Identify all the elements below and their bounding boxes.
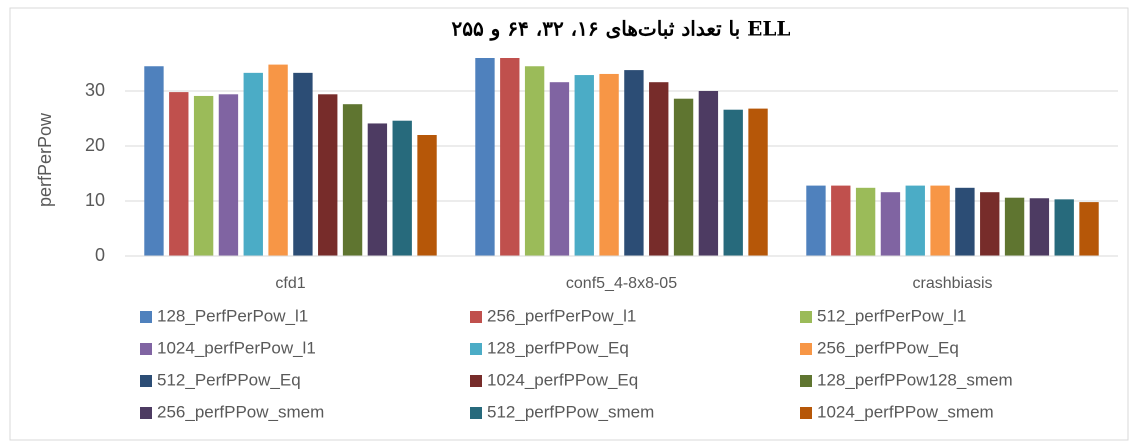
bar bbox=[367, 123, 388, 256]
bar bbox=[1079, 202, 1099, 256]
y-axis-label: perfPerPow bbox=[35, 112, 55, 207]
bar bbox=[723, 109, 743, 256]
bar bbox=[748, 108, 768, 256]
bar bbox=[831, 185, 851, 256]
legend-swatch bbox=[140, 375, 152, 387]
x-tick-label: conf5_4-8x8-05 bbox=[566, 275, 677, 292]
bar bbox=[599, 73, 619, 256]
bar bbox=[549, 82, 570, 256]
bar bbox=[930, 185, 950, 256]
y-tick-label: 30 bbox=[85, 80, 105, 100]
legend-label: 1024_perfPPow_Eq bbox=[487, 370, 638, 389]
bar bbox=[475, 58, 495, 256]
legend-label: 128_PerfPerPow_l1 bbox=[157, 306, 308, 325]
bar bbox=[342, 104, 363, 256]
legend-swatch bbox=[800, 311, 812, 323]
legend-swatch bbox=[140, 407, 152, 419]
y-tick-label: 10 bbox=[85, 190, 105, 210]
legend-label: 1024_perfPPow_smem bbox=[817, 402, 994, 421]
bar bbox=[624, 70, 644, 256]
legend-swatch bbox=[470, 343, 482, 355]
bar bbox=[855, 187, 876, 256]
bar bbox=[673, 98, 694, 256]
bar bbox=[293, 72, 313, 256]
bar bbox=[169, 92, 189, 256]
legend-label: 256_perfPPow_smem bbox=[157, 402, 324, 421]
y-tick-label: 0 bbox=[95, 245, 105, 265]
bar bbox=[193, 95, 214, 256]
y-tick-label: 20 bbox=[85, 135, 105, 155]
bar bbox=[880, 192, 901, 256]
legend-label: 128_perfPPow_Eq bbox=[487, 338, 629, 357]
legend-label: 512_perfPPow_smem bbox=[487, 402, 654, 421]
bar bbox=[144, 66, 164, 256]
bar bbox=[243, 72, 263, 256]
bar bbox=[955, 187, 975, 256]
bar bbox=[1029, 198, 1050, 256]
legend-swatch bbox=[140, 343, 152, 355]
legend-swatch bbox=[800, 375, 812, 387]
bar bbox=[500, 58, 520, 256]
legend-label: 128_perfPPow128_smem bbox=[817, 370, 1013, 389]
x-tick-label: crashbiasis bbox=[912, 275, 992, 292]
legend-swatch bbox=[140, 311, 152, 323]
bar bbox=[318, 94, 338, 256]
bar bbox=[698, 91, 719, 256]
bar bbox=[1004, 197, 1025, 256]
bar bbox=[1054, 199, 1074, 256]
legend-swatch bbox=[800, 407, 812, 419]
legend-swatch bbox=[800, 343, 812, 355]
x-tick-label: cfd1 bbox=[275, 275, 305, 292]
legend-swatch bbox=[470, 407, 482, 419]
legend-label: 1024_perfPerPow_l1 bbox=[157, 338, 316, 357]
bar bbox=[392, 120, 412, 256]
chart-title: ELL با تعداد ثبات‌های ۱۶، ۳۲، ۶۴ و ۲۵۵ bbox=[451, 17, 790, 42]
bar bbox=[218, 94, 239, 256]
bar bbox=[905, 185, 925, 256]
bar bbox=[417, 135, 437, 256]
bar bbox=[980, 192, 1000, 256]
legend-label: 256_perfPerPow_l1 bbox=[487, 306, 636, 325]
legend-swatch bbox=[470, 311, 482, 323]
legend-swatch bbox=[470, 375, 482, 387]
bar bbox=[268, 64, 288, 256]
legend-label: 512_PerfPPow_Eq bbox=[157, 370, 301, 389]
legend-label: 512_perfPerPow_l1 bbox=[817, 306, 966, 325]
bar bbox=[574, 75, 594, 256]
bar bbox=[806, 185, 826, 256]
bar bbox=[524, 66, 545, 256]
legend-label: 256_perfPPow_Eq bbox=[817, 338, 959, 357]
bar bbox=[649, 82, 669, 256]
